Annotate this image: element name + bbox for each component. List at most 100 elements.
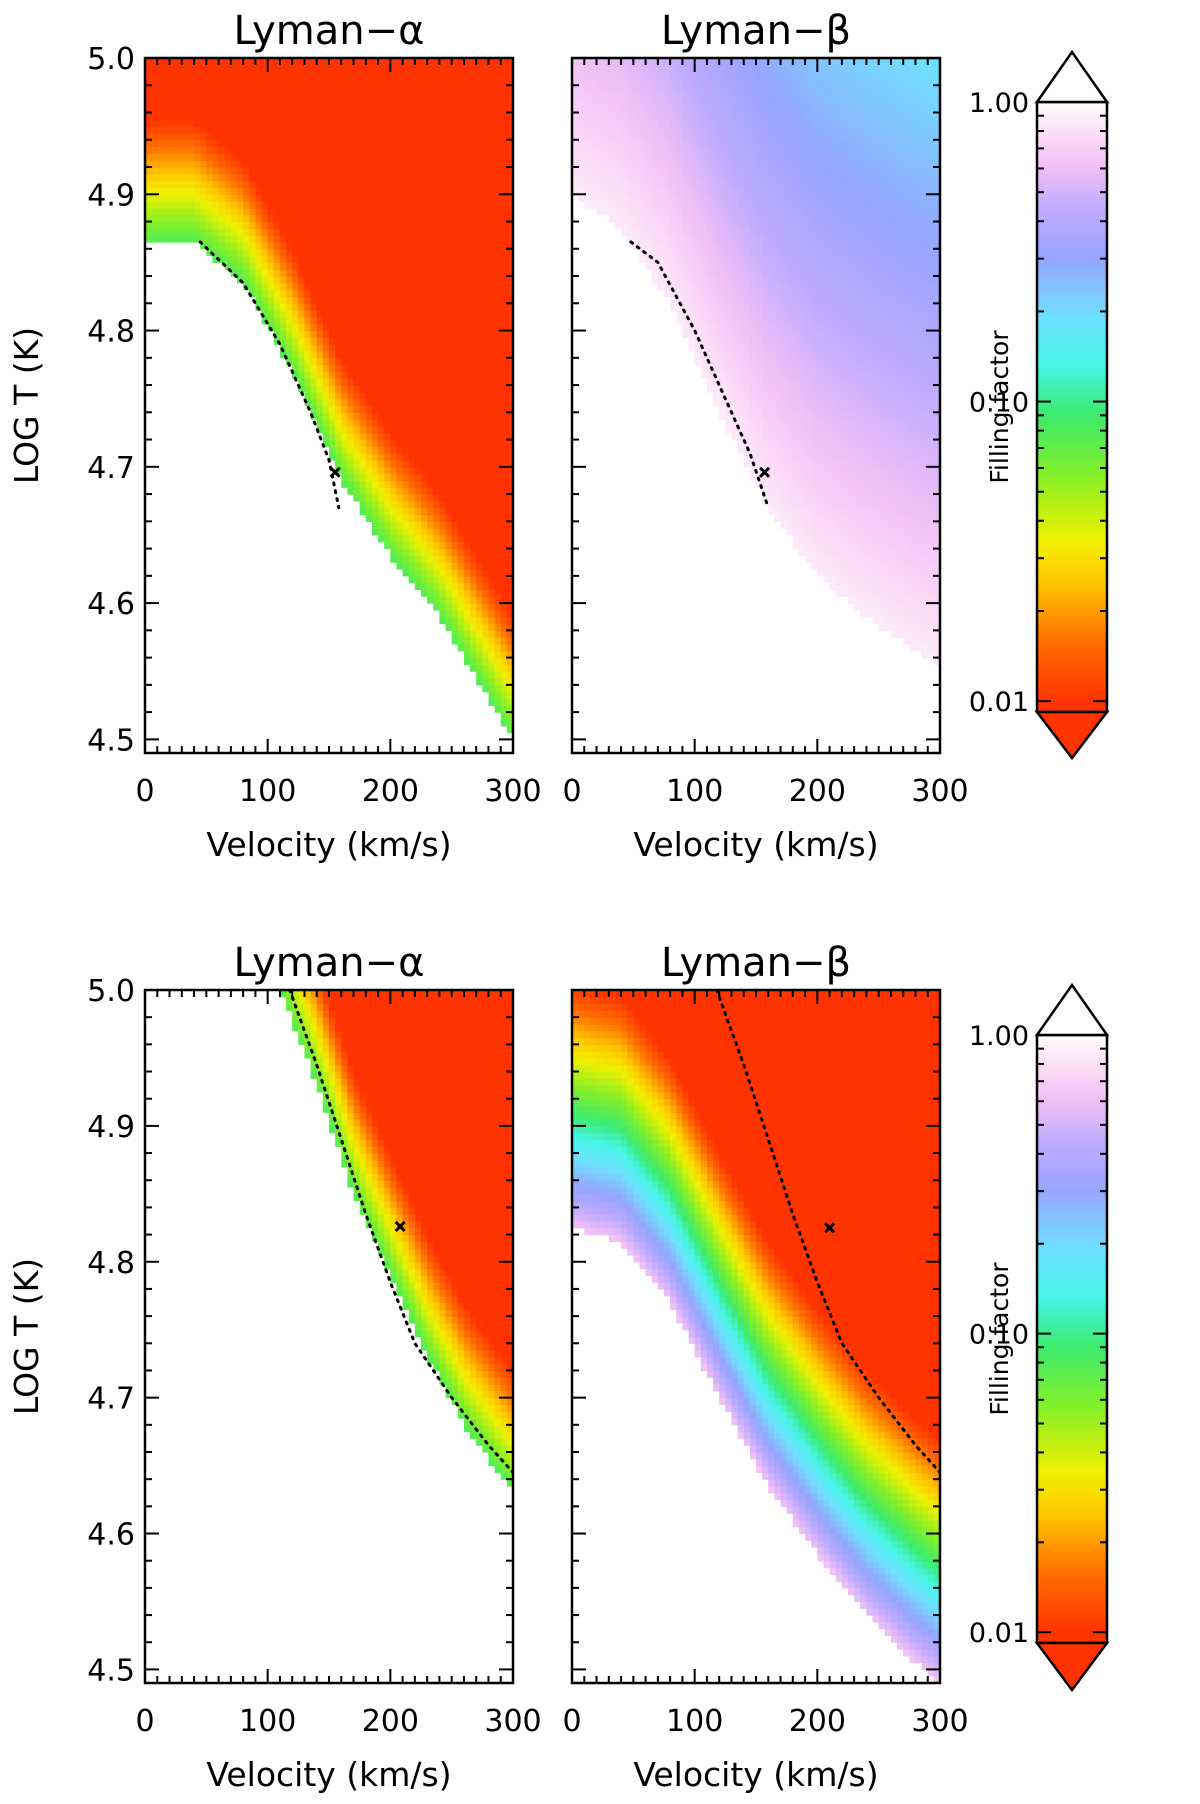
- heatmap-cell: [194, 64, 201, 73]
- heatmap-cell: [488, 112, 496, 120]
- heatmap-cell: [768, 405, 775, 413]
- heatmap-cell: [433, 255, 440, 264]
- heatmap-cell: [414, 405, 422, 413]
- heatmap-cell: [402, 466, 410, 475]
- heatmap-cell: [706, 337, 714, 345]
- heatmap-cell: [500, 671, 508, 679]
- heatmap-cell: [482, 609, 490, 618]
- heatmap-cell: [316, 98, 324, 107]
- heatmap-cell: [396, 310, 404, 318]
- heatmap-cell: [212, 201, 220, 209]
- heatmap-cell: [506, 453, 513, 461]
- heatmap-cell: [273, 296, 281, 304]
- heatmap-cell: [421, 85, 428, 93]
- heatmap-cell: [494, 371, 502, 379]
- heatmap-cell: [273, 64, 281, 73]
- heatmap-cell: [506, 391, 513, 400]
- heatmap-cell: [230, 146, 238, 154]
- heatmap-cell: [439, 241, 447, 250]
- heatmap-cell: [402, 221, 410, 229]
- heatmap-cell: [298, 350, 306, 359]
- heatmap-cell: [500, 364, 508, 373]
- heatmap-cell: [743, 310, 751, 318]
- heatmap-cell: [506, 446, 513, 454]
- heatmap-cell: [279, 235, 287, 243]
- heatmap-cell: [445, 405, 453, 413]
- heatmap-cell: [304, 228, 312, 236]
- heatmap-cell: [476, 371, 483, 379]
- heatmap-cell: [749, 119, 757, 127]
- heatmap-cell: [676, 255, 683, 264]
- heatmap-cell: [273, 316, 281, 325]
- heatmap-cell: [390, 439, 398, 447]
- heatmap-cell: [713, 132, 720, 141]
- heatmap-cell: [700, 228, 708, 236]
- heatmap-cell: [463, 453, 471, 461]
- heatmap-cell: [731, 385, 739, 393]
- heatmap-cell: [243, 132, 250, 141]
- heatmap-cell: [359, 167, 367, 175]
- heatmap-cell: [500, 160, 508, 168]
- heatmap-cell: [457, 276, 465, 284]
- heatmap-cell: [408, 173, 416, 182]
- heatmap-cell: [329, 228, 336, 236]
- heatmap-cell: [470, 643, 477, 652]
- heatmap-cell: [347, 412, 355, 420]
- heatmap-cell: [421, 439, 428, 447]
- heatmap-cell: [329, 153, 336, 161]
- heatmap-cell: [396, 153, 404, 161]
- heatmap-cell: [427, 262, 434, 270]
- heatmap-cell: [427, 575, 434, 584]
- heatmap-cell: [322, 344, 330, 352]
- heatmap-cell: [329, 241, 336, 250]
- heatmap-cell: [494, 282, 502, 291]
- heatmap-cell: [657, 167, 665, 175]
- heatmap-cell: [359, 255, 367, 264]
- heatmap-cell: [292, 255, 299, 264]
- heatmap-cell: [390, 262, 398, 270]
- heatmap-cell: [365, 473, 373, 482]
- heatmap-cell: [261, 132, 269, 141]
- heatmap-cell: [194, 105, 201, 114]
- heatmap-cell: [682, 85, 690, 93]
- heatmap-cell: [335, 255, 342, 264]
- heatmap-cell: [451, 439, 459, 447]
- heatmap-cell: [476, 146, 483, 154]
- heatmap-cell: [476, 664, 483, 672]
- heatmap-cell: [768, 201, 775, 209]
- heatmap-cell: [261, 262, 269, 270]
- heatmap-cell: [768, 357, 775, 366]
- heatmap-cell: [286, 105, 293, 114]
- heatmap-cell: [506, 235, 513, 243]
- heatmap-cell: [694, 303, 702, 311]
- heatmap-cell: [743, 282, 751, 291]
- heatmap-cell: [749, 310, 757, 318]
- heatmap-cell: [627, 228, 634, 236]
- heatmap-cell: [371, 255, 379, 264]
- heatmap-cell: [273, 303, 281, 311]
- heatmap-cell: [451, 357, 459, 366]
- heatmap-cell: [378, 405, 385, 413]
- heatmap-cell: [237, 235, 244, 243]
- heatmap-cell: [347, 119, 355, 127]
- heatmap-cell: [396, 303, 404, 311]
- heatmap-cell: [273, 187, 281, 195]
- heatmap-cell: [633, 228, 641, 236]
- heatmap-cell: [451, 412, 459, 420]
- heatmap-cell: [347, 85, 355, 93]
- heatmap-cell: [488, 255, 496, 264]
- heatmap-cell: [218, 207, 226, 216]
- heatmap-cell: [396, 364, 404, 373]
- heatmap-cell: [713, 255, 720, 264]
- heatmap-cell: [470, 248, 477, 257]
- heatmap-cell: [212, 85, 220, 93]
- heatmap-cell: [719, 194, 726, 202]
- heatmap-cell: [329, 167, 336, 175]
- heatmap-cell: [482, 160, 490, 168]
- heatmap-cell: [482, 119, 490, 127]
- heatmap-cell: [682, 92, 690, 100]
- heatmap-cell: [163, 167, 171, 175]
- heatmap-cell: [488, 350, 496, 359]
- heatmap-cell: [322, 119, 330, 127]
- heatmap-cell: [390, 167, 398, 175]
